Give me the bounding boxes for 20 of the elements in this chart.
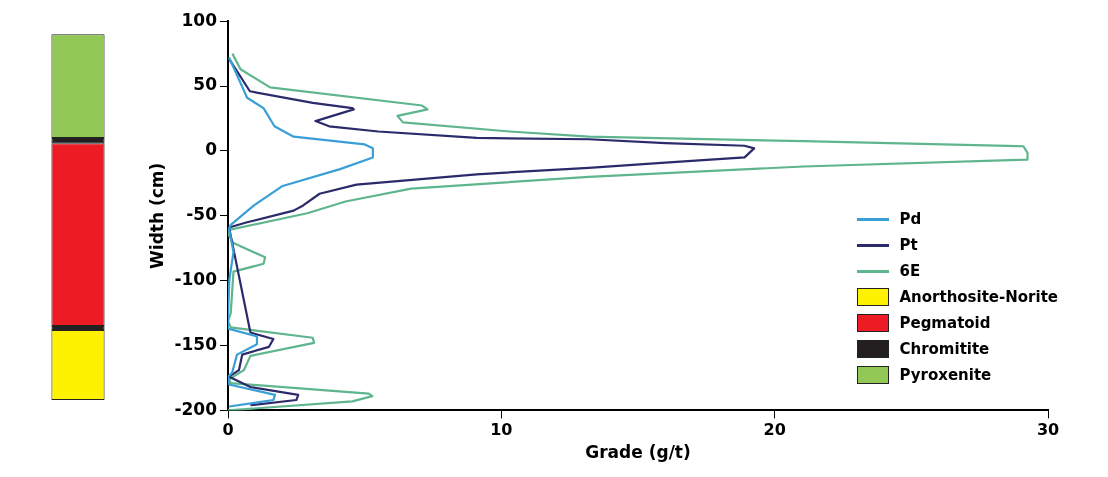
x-tick-label: 10 [490, 420, 513, 440]
y-tick-label: 100 [181, 9, 218, 30]
y-tick-label: 0 [205, 139, 218, 160]
x-axis-title: Grade (g/t) [585, 442, 691, 463]
legend-label: Anorthosite-Norite [899, 287, 1058, 308]
legend-label: 6E [899, 261, 921, 282]
y-tick-label: -150 [174, 333, 218, 354]
legend-label: Pyroxenite [899, 365, 992, 386]
y-axis-title: Width (cm) [146, 162, 167, 269]
legend-label: Pegmatoid [899, 313, 991, 334]
legend-label: Pt [899, 235, 918, 256]
x-tick-label: 20 [763, 420, 786, 440]
legend-label: Pd [899, 209, 922, 230]
x-tick-label: 0 [222, 420, 234, 440]
x-tick-label: 30 [1036, 420, 1060, 440]
y-tick-label: 50 [193, 74, 218, 95]
y-tick-label: -100 [174, 269, 218, 290]
legend-label: Chromitite [899, 339, 990, 360]
y-tick-label: -200 [174, 398, 218, 419]
y-tick-label: -50 [186, 204, 218, 225]
